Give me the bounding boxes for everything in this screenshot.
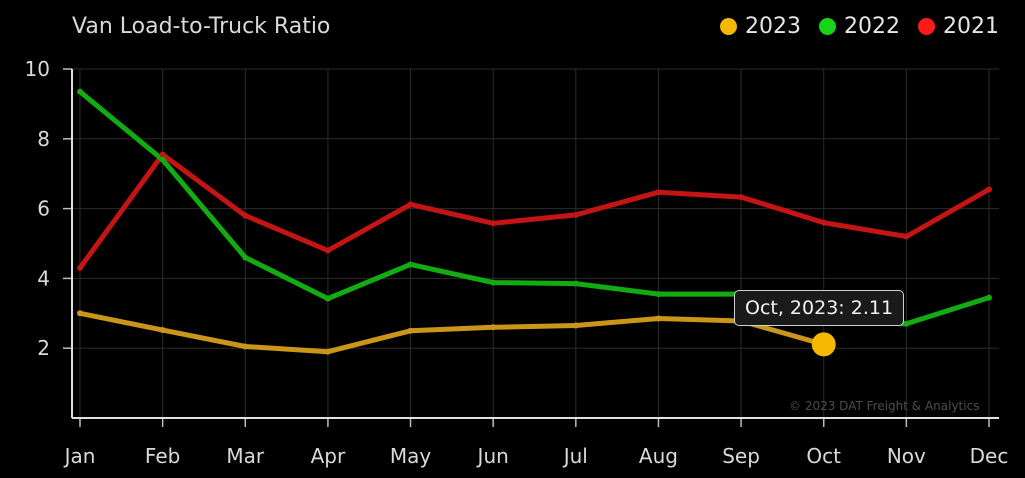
data-point-2022	[242, 254, 249, 261]
data-point-2023	[407, 327, 414, 334]
data-point-2022	[572, 280, 579, 287]
data-point-2022	[903, 320, 910, 327]
series-line-2021	[77, 152, 992, 271]
x-tick-label: Jul	[562, 444, 588, 468]
data-point-2023	[159, 327, 166, 334]
data-point-2021	[324, 247, 331, 254]
legend-dot-icon	[918, 18, 935, 35]
data-point-2022	[986, 294, 992, 301]
x-tick-label: Aug	[639, 444, 678, 468]
data-point-2021	[490, 220, 497, 227]
data-point-2021	[572, 211, 579, 218]
x-tick-label: Jan	[63, 444, 96, 468]
data-point-2022	[490, 279, 497, 286]
data-point-2022	[159, 156, 166, 163]
data-point-2023	[655, 315, 662, 322]
data-point-2021	[820, 219, 827, 226]
x-tick-label: Apr	[311, 444, 346, 468]
highlight-point	[811, 332, 836, 357]
data-point-2021	[903, 233, 910, 240]
y-tick-label: 10	[25, 57, 50, 81]
legend-dot-icon	[720, 18, 737, 35]
legend-label: 2021	[943, 14, 999, 39]
x-tick-label: Oct	[806, 444, 841, 468]
x-tick-label: Mar	[226, 444, 265, 468]
y-tick-label: 8	[37, 127, 50, 151]
legend-item-2022[interactable]: 2022	[819, 14, 900, 39]
data-point-2021	[738, 194, 745, 201]
data-point-2022	[77, 88, 83, 95]
data-point-2022	[324, 295, 331, 302]
legend: 2023 2022 2021	[720, 14, 999, 39]
legend-item-2021[interactable]: 2021	[918, 14, 999, 39]
legend-dot-icon	[819, 18, 836, 35]
credit-text: © 2023 DAT Freight & Analytics	[789, 399, 980, 413]
data-point-2023	[77, 310, 83, 317]
series-line-2022	[77, 89, 992, 327]
chart-title: Van Load-to-Truck Ratio	[72, 14, 331, 39]
tooltip: Oct, 2023: 2.11	[734, 290, 905, 326]
data-point-2021	[159, 151, 166, 158]
legend-label: 2023	[745, 14, 801, 39]
data-point-2021	[407, 201, 414, 208]
x-tick-label: Sep	[722, 444, 760, 468]
y-tick-label: 6	[37, 197, 50, 221]
data-point-2023	[572, 322, 579, 329]
x-tick-label: Nov	[887, 444, 926, 468]
x-tick-label: Jun	[476, 444, 509, 468]
data-point-2021	[986, 186, 992, 193]
grid	[72, 68, 999, 418]
data-point-2023	[324, 348, 331, 355]
data-point-2021	[77, 264, 83, 271]
data-point-2022	[655, 291, 662, 298]
legend-item-2023[interactable]: 2023	[720, 14, 801, 39]
y-tick-label: 4	[37, 266, 50, 290]
data-point-2022	[407, 261, 414, 268]
x-tick-label: Feb	[145, 444, 180, 468]
data-point-2023	[490, 324, 497, 331]
series-line-2023	[77, 310, 827, 355]
x-tick-label: May	[390, 444, 432, 468]
data-point-2021	[242, 212, 249, 219]
axes: 2 4 6 8 10 Jan Feb Mar Apr May Jun Jul Aug Sep Oct Nov D…	[25, 57, 1009, 468]
legend-label: 2022	[844, 14, 900, 39]
data-point-2021	[655, 189, 662, 196]
data-point-2023	[242, 343, 249, 350]
x-tick-label: Dec	[970, 444, 1009, 468]
y-tick-label: 2	[37, 336, 50, 360]
